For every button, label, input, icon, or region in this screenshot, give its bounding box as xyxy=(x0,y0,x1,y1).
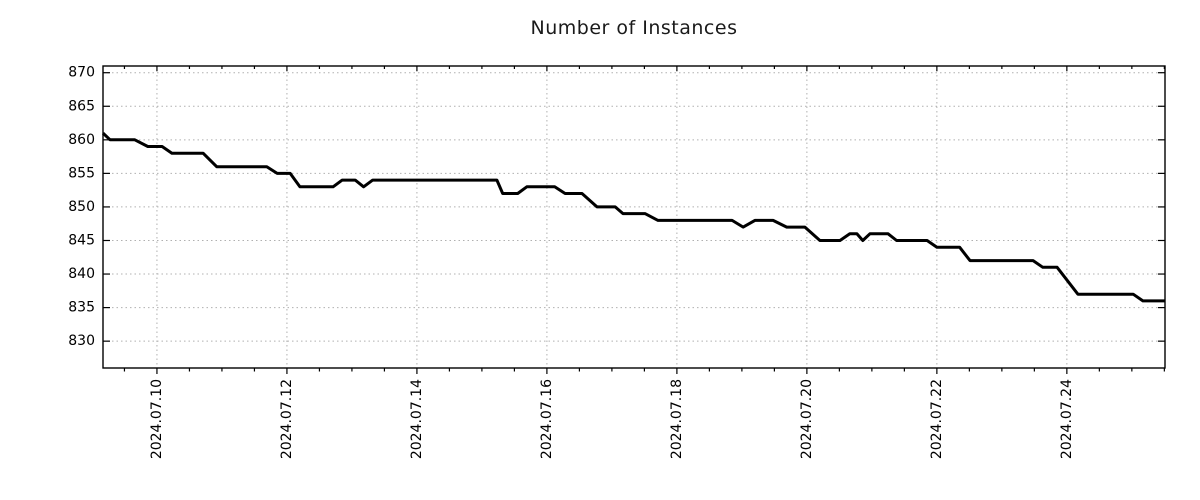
y-tick-label: 835 xyxy=(68,300,95,316)
y-tick-label: 845 xyxy=(68,232,95,248)
y-gridlines xyxy=(103,72,1165,342)
chart-title: Number of Instances xyxy=(530,17,738,39)
x-tick-label: 2024.07.10 xyxy=(149,379,165,459)
y-tick-label: 850 xyxy=(68,199,95,215)
x-tick-label: 2024.07.12 xyxy=(279,379,295,459)
y-tick-label: 840 xyxy=(68,266,95,282)
axis-ticks xyxy=(103,66,1165,374)
y-tick-labels: 830 835 840 845 850 855 860 865 870 xyxy=(68,65,95,349)
x-tick-label: 2024.07.20 xyxy=(799,379,815,459)
x-tick-label: 2024.07.24 xyxy=(1059,379,1075,459)
y-tick-label: 860 xyxy=(68,132,95,148)
x-tick-label: 2024.07.18 xyxy=(669,379,685,459)
x-tick-labels: 2024.07.10 2024.07.12 2024.07.14 2024.07.16… xyxy=(149,379,1075,459)
data-line xyxy=(101,132,1165,303)
y-tick-label: 830 xyxy=(68,333,95,349)
y-tick-label: 855 xyxy=(68,165,95,181)
plot-border xyxy=(102,65,1166,369)
x-tick-label: 2024.07.14 xyxy=(409,379,425,459)
x-gridlines xyxy=(156,66,1068,368)
y-tick-label: 865 xyxy=(68,98,95,114)
x-tick-label: 2024.07.16 xyxy=(539,379,555,459)
y-tick-label: 870 xyxy=(68,65,95,81)
x-tick-label: 2024.07.22 xyxy=(929,379,945,459)
